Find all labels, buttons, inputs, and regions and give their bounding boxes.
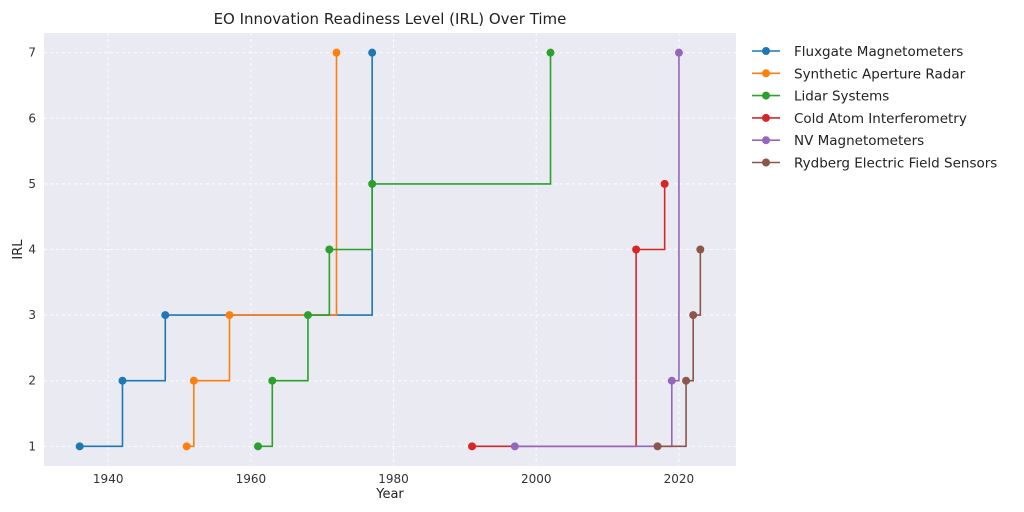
legend-label: Fluxgate Magnetometers xyxy=(794,44,963,60)
x-tick-label: 1960 xyxy=(236,472,267,486)
y-tick-label: 6 xyxy=(28,111,36,125)
series-5 xyxy=(653,245,705,451)
series-layer xyxy=(75,48,705,451)
y-tick-label: 4 xyxy=(28,243,36,257)
x-tick-label: 2020 xyxy=(664,472,695,486)
series-1 xyxy=(182,48,341,451)
y-tick-label: 2 xyxy=(28,374,36,388)
data-point xyxy=(660,179,669,188)
data-point xyxy=(254,442,263,451)
x-tick-label: 2000 xyxy=(521,472,552,486)
data-point xyxy=(468,442,477,451)
data-point xyxy=(696,245,705,254)
data-point xyxy=(303,311,312,320)
y-axis: 1 2 3 4 5 6 7 xyxy=(28,46,36,454)
series-2 xyxy=(254,48,555,451)
legend-marker xyxy=(762,136,770,145)
series-line xyxy=(657,249,702,448)
legend-item: Fluxgate Magnetometers xyxy=(752,44,963,60)
legend-item: Lidar Systems xyxy=(752,89,889,105)
series-line xyxy=(186,52,338,448)
data-point xyxy=(682,376,691,385)
series-0 xyxy=(75,48,377,451)
y-tick-label: 5 xyxy=(28,177,36,191)
x-tick-label: 1940 xyxy=(93,472,124,486)
legend-marker xyxy=(762,69,770,78)
legend-label: NV Magnetometers xyxy=(794,133,924,149)
legend: Fluxgate Magnetometers Synthetic Aperture… xyxy=(752,44,997,172)
data-point xyxy=(332,48,341,57)
y-tick-label: 3 xyxy=(28,308,36,322)
legend-item: Cold Atom Interferometry xyxy=(752,111,967,127)
y-axis-label: IRL xyxy=(11,239,26,260)
data-point xyxy=(510,442,519,451)
x-axis-label: Year xyxy=(375,487,404,502)
data-point xyxy=(667,376,676,385)
legend-item: Rydberg Electric Field Sensors xyxy=(752,156,997,172)
data-point xyxy=(268,376,277,385)
x-tick-label: 1980 xyxy=(378,472,409,486)
data-point xyxy=(189,376,198,385)
legend-item: NV Magnetometers xyxy=(752,133,924,149)
data-point xyxy=(225,311,234,320)
y-tick-label: 7 xyxy=(28,46,36,60)
data-point xyxy=(161,311,170,320)
series-line xyxy=(258,52,552,448)
legend-marker xyxy=(762,158,770,167)
series-line xyxy=(79,52,373,448)
series-4 xyxy=(510,48,683,451)
legend-marker xyxy=(762,113,770,122)
data-point xyxy=(182,442,191,451)
legend-label: Rydberg Electric Field Sensors xyxy=(794,156,997,172)
data-point xyxy=(75,442,84,451)
data-point xyxy=(546,48,555,57)
data-point xyxy=(674,48,683,57)
legend-marker xyxy=(762,47,770,55)
y-tick-label: 1 xyxy=(28,439,36,453)
chart-title: EO Innovation Readiness Level (IRL) Over… xyxy=(214,10,567,28)
data-point xyxy=(632,245,641,254)
legend-label: Synthetic Aperture Radar xyxy=(794,66,966,82)
legend-label: Lidar Systems xyxy=(794,89,889,105)
data-point xyxy=(368,179,377,188)
data-point xyxy=(653,442,662,451)
legend-label: Cold Atom Interferometry xyxy=(794,111,967,127)
x-axis: 1940 1960 1980 2000 2020 xyxy=(93,472,694,486)
legend-item: Synthetic Aperture Radar xyxy=(752,66,966,82)
data-point xyxy=(325,245,334,254)
data-point xyxy=(689,311,698,320)
legend-marker xyxy=(762,91,770,100)
data-point xyxy=(368,48,377,57)
data-point xyxy=(118,376,127,385)
